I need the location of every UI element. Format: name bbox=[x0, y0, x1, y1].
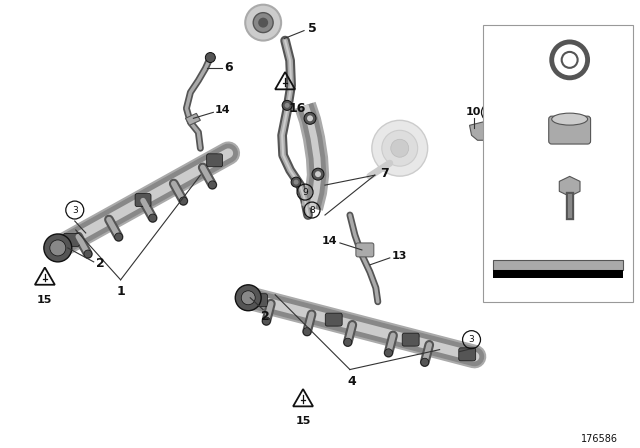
FancyBboxPatch shape bbox=[459, 348, 476, 361]
Text: 16: 16 bbox=[289, 102, 306, 115]
Text: 15: 15 bbox=[296, 416, 311, 426]
Circle shape bbox=[344, 338, 352, 346]
Circle shape bbox=[241, 291, 255, 305]
FancyBboxPatch shape bbox=[251, 294, 268, 307]
Text: 3: 3 bbox=[468, 335, 474, 344]
Circle shape bbox=[253, 13, 273, 33]
Text: 13: 13 bbox=[392, 251, 408, 261]
Circle shape bbox=[245, 4, 281, 41]
Text: 1: 1 bbox=[116, 285, 125, 298]
Circle shape bbox=[307, 115, 313, 121]
Text: 10: 10 bbox=[466, 108, 481, 117]
Text: 14: 14 bbox=[214, 105, 230, 115]
Circle shape bbox=[372, 121, 428, 176]
Text: 11: 11 bbox=[485, 108, 496, 117]
Text: 8: 8 bbox=[309, 206, 315, 215]
Text: 7: 7 bbox=[380, 167, 389, 180]
Text: 14: 14 bbox=[322, 236, 338, 246]
Circle shape bbox=[382, 130, 418, 166]
Circle shape bbox=[205, 52, 215, 63]
FancyBboxPatch shape bbox=[486, 142, 547, 163]
Text: 3: 3 bbox=[493, 185, 500, 195]
Polygon shape bbox=[559, 177, 580, 196]
FancyBboxPatch shape bbox=[207, 154, 223, 167]
Circle shape bbox=[209, 181, 216, 189]
Polygon shape bbox=[186, 113, 200, 125]
FancyBboxPatch shape bbox=[402, 333, 419, 346]
Circle shape bbox=[115, 233, 123, 241]
Circle shape bbox=[285, 103, 289, 108]
Circle shape bbox=[84, 250, 92, 258]
FancyBboxPatch shape bbox=[548, 116, 591, 144]
Circle shape bbox=[294, 180, 299, 185]
Circle shape bbox=[291, 177, 301, 187]
Circle shape bbox=[315, 171, 321, 177]
Text: 3: 3 bbox=[72, 206, 77, 215]
Circle shape bbox=[179, 197, 188, 205]
Text: 11: 11 bbox=[490, 201, 504, 211]
Text: 5: 5 bbox=[308, 22, 316, 35]
Text: 2: 2 bbox=[96, 257, 105, 271]
Text: 6: 6 bbox=[224, 61, 232, 74]
Text: 8: 8 bbox=[493, 124, 500, 134]
Circle shape bbox=[282, 100, 292, 110]
FancyBboxPatch shape bbox=[508, 128, 529, 150]
Circle shape bbox=[262, 317, 270, 325]
Text: 15: 15 bbox=[37, 295, 52, 305]
Text: 176586: 176586 bbox=[580, 434, 618, 444]
FancyBboxPatch shape bbox=[356, 243, 374, 257]
Circle shape bbox=[562, 52, 578, 68]
Circle shape bbox=[589, 149, 601, 161]
Circle shape bbox=[312, 168, 324, 180]
Text: 2: 2 bbox=[260, 310, 269, 323]
Circle shape bbox=[391, 139, 409, 157]
Circle shape bbox=[258, 17, 268, 28]
Circle shape bbox=[420, 358, 429, 366]
Polygon shape bbox=[493, 259, 623, 270]
Circle shape bbox=[303, 327, 311, 336]
FancyBboxPatch shape bbox=[325, 313, 342, 326]
Text: 9: 9 bbox=[493, 55, 500, 65]
Circle shape bbox=[50, 240, 66, 256]
Text: 9: 9 bbox=[302, 188, 308, 197]
Text: 4: 4 bbox=[348, 375, 356, 388]
Polygon shape bbox=[470, 121, 495, 140]
Circle shape bbox=[44, 234, 72, 262]
Circle shape bbox=[385, 349, 392, 357]
FancyBboxPatch shape bbox=[135, 194, 151, 207]
Circle shape bbox=[304, 112, 316, 124]
Text: 12: 12 bbox=[602, 142, 617, 152]
FancyBboxPatch shape bbox=[63, 233, 79, 246]
Ellipse shape bbox=[552, 113, 588, 125]
Circle shape bbox=[148, 214, 157, 222]
Circle shape bbox=[236, 285, 261, 311]
FancyBboxPatch shape bbox=[483, 25, 632, 302]
Polygon shape bbox=[493, 270, 623, 277]
